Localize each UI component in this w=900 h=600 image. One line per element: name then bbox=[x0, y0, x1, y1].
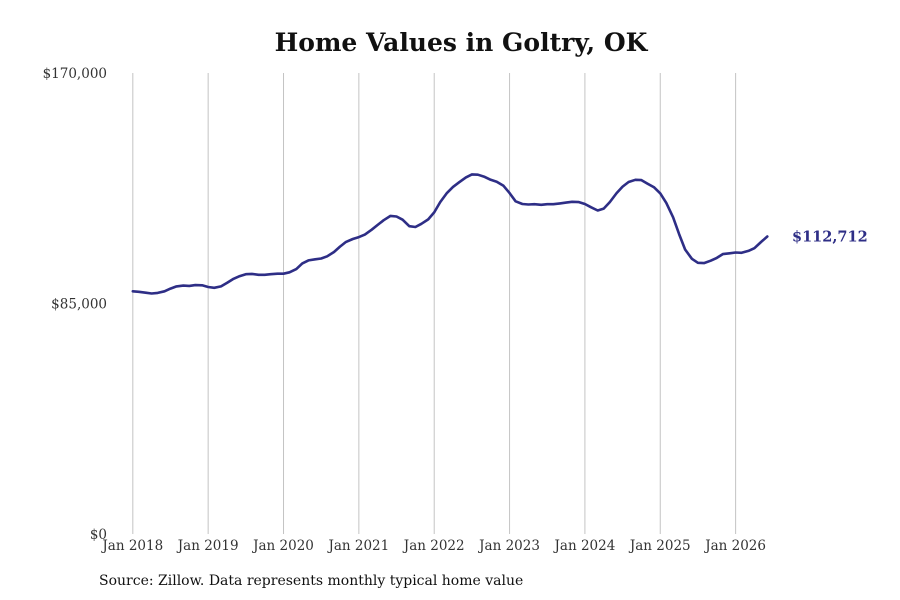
gridlines bbox=[132, 73, 737, 534]
x-tick-label: Jan 2023 bbox=[477, 538, 540, 554]
y-tick-label: $85,000 bbox=[51, 297, 107, 313]
end-value-label: $112,712 bbox=[792, 229, 868, 246]
series-layer: $112,712 bbox=[131, 173, 868, 295]
x-axis-ticks: Jan 2018 Jan 2019 Jan 2020 Jan 2021 Jan 2022… bbox=[100, 538, 766, 554]
x-tick-label: Jan 2019 bbox=[176, 538, 239, 554]
y-tick-label: $0 bbox=[90, 527, 107, 543]
chart-title: Home Values in Goltry, OK bbox=[275, 28, 649, 57]
x-tick-label: Jan 2024 bbox=[553, 538, 616, 554]
x-tick-label: Jan 2026 bbox=[703, 538, 766, 554]
source-note: Source: Zillow. Data represents monthly … bbox=[99, 573, 524, 589]
y-axis-ticks: $0 $85,000 $170,000 bbox=[43, 66, 107, 543]
x-tick-label: Jan 2020 bbox=[251, 538, 314, 554]
x-tick-label: Jan 2021 bbox=[326, 538, 389, 554]
x-tick-label: Jan 2018 bbox=[100, 538, 163, 554]
x-tick-label: Jan 2025 bbox=[628, 538, 691, 554]
x-tick-label: Jan 2022 bbox=[402, 538, 465, 554]
y-tick-label: $170,000 bbox=[43, 66, 107, 82]
series-line-home-value bbox=[131, 173, 769, 295]
